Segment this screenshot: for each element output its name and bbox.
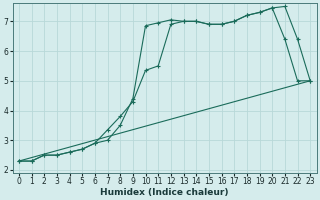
X-axis label: Humidex (Indice chaleur): Humidex (Indice chaleur) xyxy=(100,188,229,197)
